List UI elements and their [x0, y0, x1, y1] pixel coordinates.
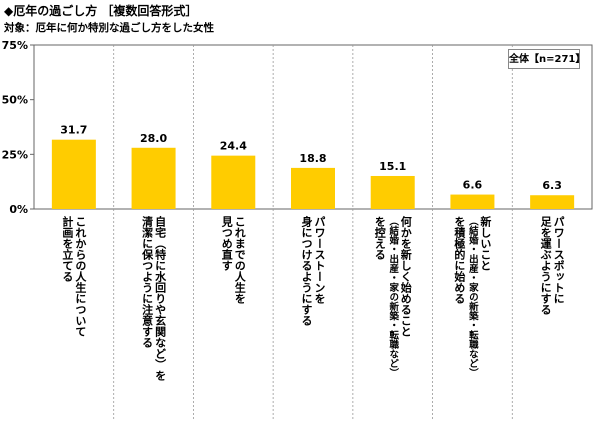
y-tick-label: 50% [2, 94, 28, 107]
data-label: 15.1 [379, 160, 406, 173]
y-tick-label: 25% [2, 148, 28, 161]
data-label: 18.8 [299, 152, 326, 165]
data-label: 24.4 [220, 140, 247, 153]
chart-title: ◆厄年の過ごし方 ［複数回答形式］ [4, 4, 198, 18]
category-label: 清潔に保つように注意する [141, 215, 155, 349]
category-label: （結婚・出産・家の新築・転職など） [467, 216, 480, 378]
category-label: 計画を立てる [61, 215, 74, 283]
category-label: パワーストーンを [313, 216, 326, 305]
chart-subtitle: 対象：厄年に何か特別な過ごし方をした女性 [4, 22, 214, 34]
y-tick-label: 75% [2, 39, 28, 52]
category-label: を積極的に始める [453, 216, 467, 305]
bar [211, 155, 256, 209]
data-label: 28.0 [140, 132, 167, 145]
bar [131, 147, 176, 209]
category-label: 身につけるようにする [300, 215, 313, 327]
bar [291, 167, 335, 209]
category-label: を控える [373, 216, 386, 261]
category-label: 見つめ直す [220, 216, 234, 271]
sample-size-badge: 全体【n=271】 [508, 49, 585, 69]
category-label: 新しいこと [479, 215, 492, 271]
data-label: 31.7 [60, 124, 87, 137]
data-label: 6.6 [463, 179, 483, 192]
category-label: これまでの人生を [233, 216, 246, 305]
category-label: 自宅（特に水回りや玄関など）を [154, 215, 168, 382]
category-label: これからの人生について [74, 216, 87, 337]
bar [530, 195, 575, 209]
category-label: 何かを新しく始めること [399, 215, 412, 337]
category-label: パワースポットに [552, 216, 565, 304]
y-tick-label: 0% [9, 203, 28, 216]
data-label: 6.3 [542, 179, 562, 192]
bar [370, 175, 415, 209]
bar [450, 194, 495, 209]
bar [51, 139, 96, 209]
category-label: （結婚・出産・家の新築・転職など） [387, 216, 400, 378]
category-label: 足を運ぶようにする [539, 216, 553, 316]
